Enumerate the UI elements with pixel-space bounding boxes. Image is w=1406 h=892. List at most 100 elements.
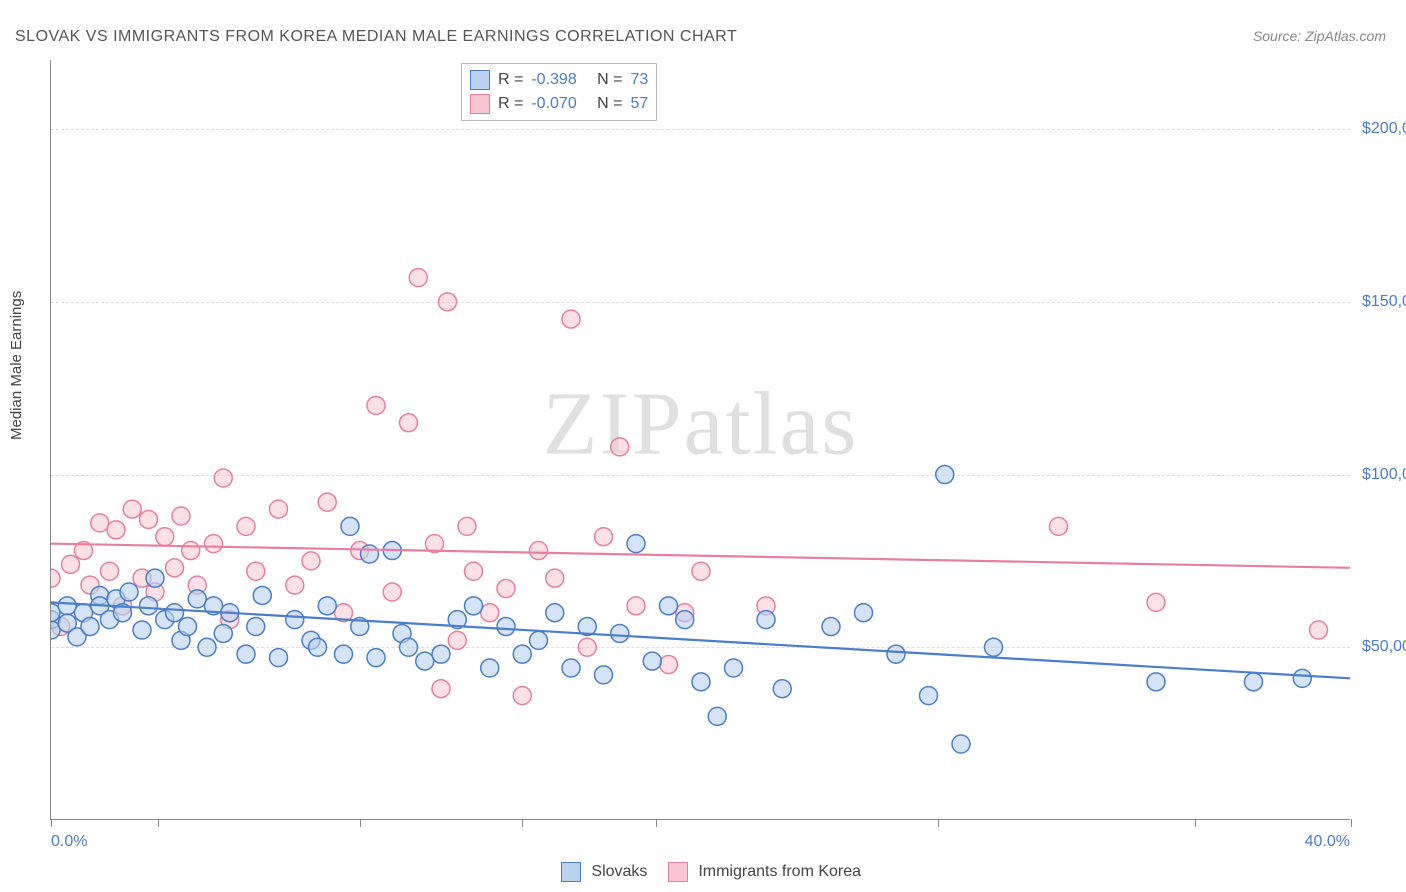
scatter-point [465,597,483,615]
x-tick [938,819,939,827]
scatter-point [247,618,265,636]
scatter-point [546,569,564,587]
scatter-point [400,414,418,432]
x-tick [360,819,361,827]
x-tick [1195,819,1196,827]
scatter-point [578,638,596,656]
scatter-point [1147,593,1165,611]
scatter-point [660,656,678,674]
scatter-point [58,597,76,615]
scatter-point [198,638,216,656]
scatter-point [448,631,466,649]
scatter-point [107,521,125,539]
scatter-point [140,597,158,615]
swatch-icon [561,862,581,882]
scatter-point [237,645,255,663]
scatter-point [270,500,288,518]
scatter-point [91,514,109,532]
n-value-korea: 57 [631,95,649,113]
scatter-point [676,611,694,629]
scatter-point [627,597,645,615]
scatter-point [179,618,197,636]
scatter-point [302,552,320,570]
scatter-point [481,604,499,622]
scatter-point [341,517,359,535]
scatter-point [286,611,304,629]
scatter-point [887,645,905,663]
scatter-point [985,638,1003,656]
scatter-point [643,652,661,670]
y-axis-label: Median Male Earnings [8,291,25,440]
scatter-point [400,638,418,656]
x-axis-max-label: 40.0% [1305,833,1350,851]
scatter-point [270,649,288,667]
scatter-point [611,438,629,456]
scatter-point [822,618,840,636]
x-tick [51,819,52,827]
scatter-point [465,562,483,580]
scatter-point [952,735,970,753]
scatter-point [367,396,385,414]
scatter-point [409,269,427,287]
scatter-point [1050,517,1068,535]
scatter-point [247,562,265,580]
x-tick [522,819,523,827]
scatter-point [627,535,645,553]
scatter-point [757,611,775,629]
scatter-point [62,555,80,573]
correlation-legend-box: R = -0.398 N = 73 R = -0.070 N = 57 [461,63,657,121]
scatter-point [1310,621,1328,639]
scatter-point [497,618,515,636]
scatter-point [773,680,791,698]
scatter-point [237,517,255,535]
scatter-point [1293,669,1311,687]
scatter-point [611,624,629,642]
scatter-point [51,569,60,587]
scatter-point [166,604,184,622]
scatter-point [725,659,743,677]
scatter-point [1147,673,1165,691]
scatter-point [562,659,580,677]
y-tick-label: $50,000 [1352,638,1406,656]
scatter-point [367,649,385,667]
scatter-point [513,645,531,663]
n-label: N = [597,95,622,113]
x-tick [158,819,159,827]
r-value-korea: -0.070 [531,95,576,113]
scatter-point [432,680,450,698]
scatter-point [1245,673,1263,691]
scatter-point [133,621,151,639]
scatter-point [172,507,190,525]
plot-area: ZIPatlas R = -0.398 N = 73 R = -0.070 N … [50,60,1350,820]
y-tick-label: $100,000 [1352,466,1406,484]
scatter-point [140,510,158,528]
regression-line [51,602,1350,678]
scatter-point [530,631,548,649]
scatter-point [81,618,99,636]
scatter-point [146,569,164,587]
swatch-icon [470,94,490,114]
y-tick-label: $200,000 [1352,120,1406,138]
scatter-point [546,604,564,622]
scatter-point [182,542,200,560]
scatter-point [120,583,138,601]
scatter-point [214,624,232,642]
scatter-point [458,517,476,535]
scatter-point [660,597,678,615]
r-value-slovaks: -0.398 [531,71,576,89]
bottom-legend: Slovaks Immigrants from Korea [0,862,1406,882]
scatter-point [513,687,531,705]
swatch-icon [470,70,490,90]
scatter-point [318,597,336,615]
y-tick-label: $150,000 [1352,293,1406,311]
x-tick [1351,819,1352,827]
r-label: R = [498,95,523,113]
scatter-svg [51,60,1350,819]
scatter-point [439,293,457,311]
n-value-slovaks: 73 [631,71,649,89]
scatter-point [692,673,710,691]
scatter-point [481,659,499,677]
scatter-point [692,562,710,580]
scatter-point [708,707,726,725]
scatter-point [309,638,327,656]
